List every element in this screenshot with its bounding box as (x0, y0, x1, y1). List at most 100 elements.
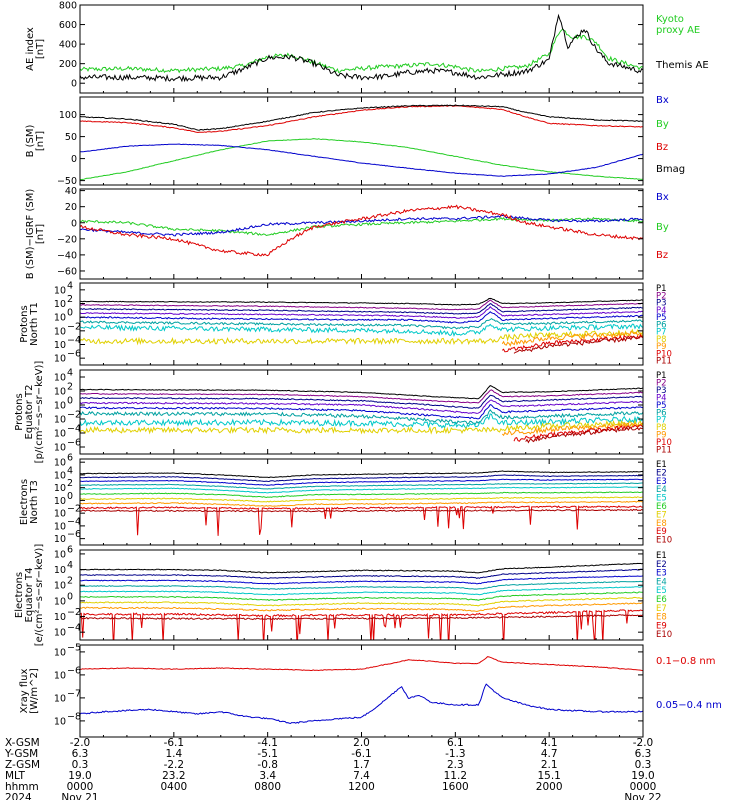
y-tick-label: 10 (54, 373, 66, 384)
series-line-2 (80, 683, 643, 725)
y-tick-exponent: 0 (67, 591, 73, 602)
legend-entry: P8 (656, 423, 667, 433)
legend-entry: By (656, 222, 669, 233)
series-line-8 (80, 419, 643, 435)
y-tick-label: 0 (71, 218, 77, 229)
legend-entry: E6 (656, 595, 667, 605)
series-line-1 (80, 216, 643, 237)
y-tick-exponent: 2 (67, 382, 73, 393)
y-tick-label: 10 (54, 496, 66, 507)
y-tick-exponent: 0 (67, 308, 73, 319)
y-tick-label: 10 (54, 285, 66, 296)
y-tick-exponent: −5 (67, 642, 81, 653)
series-line-5 (80, 586, 643, 596)
legend-entry: Bz (656, 142, 668, 153)
y-tick-exponent: 2 (67, 294, 73, 305)
series-line-3 (80, 104, 643, 134)
y-tick-exponent: −2 (67, 410, 81, 421)
ephemeris-value: 0400 (160, 781, 187, 793)
y-tick-exponent: 2 (67, 478, 73, 489)
legend-entry: P2 (656, 378, 667, 388)
series-line-2 (80, 214, 643, 237)
legend-entry: P9 (656, 431, 667, 441)
ephemeris-value: 0000 (67, 781, 94, 793)
ephemeris-row-label: X-GSM (5, 737, 40, 749)
y-tick-label: −60 (57, 266, 77, 277)
ephemeris-value: 2.1 (541, 759, 558, 771)
y-axis-label: Electrons (19, 479, 30, 525)
y-tick-label: 10 (54, 340, 66, 351)
ephemeris-value: 1200 (348, 781, 375, 793)
ephemeris-value: -2.0 (633, 737, 654, 749)
legend-entry: P8 (656, 335, 667, 345)
ephemeris-value: 3.4 (259, 770, 276, 782)
legend-entry: Themis AE (655, 60, 709, 71)
series-line-1 (80, 656, 643, 672)
y-tick-label: 400 (59, 40, 77, 51)
y-axis-label: Electrons (14, 572, 25, 618)
y-tick-exponent: −4 (67, 516, 81, 527)
ephemeris-value: 4.1 (541, 737, 558, 749)
legend-entry: E5 (656, 586, 667, 596)
series-line-9 (501, 330, 643, 347)
y-tick-label: 200 (59, 59, 77, 70)
y-axis-label: [nT] (35, 39, 46, 59)
series-line-4 (80, 399, 643, 414)
legend-entry: P1 (656, 284, 667, 294)
series-line-8 (80, 328, 643, 346)
ephemeris-value: -4.1 (257, 737, 278, 749)
legend-entry: E2 (656, 560, 667, 570)
y-axis-label: Equator T4 (24, 568, 35, 623)
y-tick-label: 0 (71, 154, 77, 165)
ephemeris-value: -6.1 (351, 748, 372, 760)
y-axis-label: [p/(cm²−s−sr−keV)] (34, 361, 45, 464)
y-tick-label: 0 (71, 79, 77, 90)
legend-entry: E10 (656, 630, 672, 640)
legend-entry: E4 (656, 485, 667, 495)
series-line-6 (80, 409, 643, 425)
legend-entry: P11 (656, 446, 672, 456)
y-tick-label: −50 (57, 176, 77, 187)
legend-entry: P7 (656, 328, 667, 338)
legend-entry: E5 (656, 494, 667, 504)
legend-entry: Bx (656, 95, 669, 106)
series-line-2 (80, 299, 643, 311)
legend-entry: P6 (656, 408, 667, 418)
legend-entry: 0.1−0.8 nm (656, 656, 715, 667)
y-tick-label: 10 (54, 387, 66, 398)
ephemeris-value: 4.7 (541, 748, 558, 760)
y-axis-label: B (SM)−IGRF (SM) (25, 189, 36, 280)
legend-entry: By (656, 119, 669, 130)
panel-3: −60 −40 −20 0 20 40 B (SM)−IGRF (SM) [nT] Bx By Bz (25, 186, 669, 280)
y-tick-label: 10 (54, 612, 66, 623)
y-tick-exponent: 4 (67, 465, 73, 476)
legend-entry: Bz (656, 250, 668, 261)
series-line-11 (513, 335, 643, 354)
series-line-4 (80, 306, 643, 319)
series-line-8 (80, 500, 643, 507)
y-tick-exponent: 0 (67, 396, 73, 407)
legend-entry: Kyoto (656, 14, 684, 25)
legend-entry: E3 (656, 477, 667, 487)
series-line-3 (80, 478, 643, 486)
legend-entry: E2 (656, 468, 667, 478)
series-line-6 (80, 491, 643, 499)
y-tick-label: 10 (54, 470, 66, 481)
y-tick-label: 100 (59, 110, 77, 121)
legend-entry: P3 (656, 299, 667, 309)
y-tick-label: 50 (65, 132, 77, 143)
ephemeris-value: 19.0 (631, 770, 654, 782)
y-axis-label: B (SM) (25, 124, 36, 157)
series-line-2 (80, 474, 643, 483)
legend-entry: Bx (656, 192, 669, 203)
legend-entry: E8 (656, 613, 667, 623)
x-axis-ephemeris: X-GSM -2.0 -6.1 -4.1 2.0 6.1 4.1 -2.0 Y-GSM 6.3 1.… (4, 737, 662, 800)
legend-entry: P6 (656, 320, 667, 330)
series-line-1 (80, 297, 643, 306)
y-axis-label: Protons (14, 393, 25, 430)
series-line-10 (80, 614, 643, 621)
y-tick-label: 10 (54, 549, 66, 560)
